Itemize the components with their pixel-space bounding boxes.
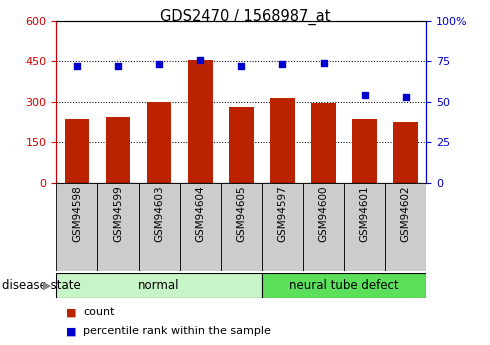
Point bbox=[73, 63, 81, 69]
Point bbox=[114, 63, 122, 69]
Bar bbox=[229, 107, 254, 183]
Bar bbox=[98, 183, 139, 271]
Bar bbox=[262, 183, 303, 271]
Bar bbox=[56, 183, 98, 271]
Bar bbox=[56, 273, 262, 298]
Text: GSM94604: GSM94604 bbox=[195, 186, 205, 242]
Bar bbox=[106, 117, 130, 183]
Text: GSM94597: GSM94597 bbox=[277, 186, 288, 242]
Text: GDS2470 / 1568987_at: GDS2470 / 1568987_at bbox=[160, 9, 330, 25]
Bar bbox=[188, 60, 213, 183]
Text: ■: ■ bbox=[66, 307, 76, 317]
Point bbox=[155, 62, 163, 67]
Point bbox=[402, 94, 410, 100]
Bar bbox=[352, 119, 377, 183]
Bar bbox=[344, 183, 385, 271]
Bar bbox=[65, 119, 89, 183]
Text: normal: normal bbox=[138, 279, 180, 292]
Point bbox=[278, 62, 286, 67]
Text: GSM94599: GSM94599 bbox=[113, 186, 123, 242]
Point bbox=[196, 57, 204, 62]
Text: ▶: ▶ bbox=[43, 280, 51, 290]
Point bbox=[319, 60, 327, 66]
Bar bbox=[221, 183, 262, 271]
Text: GSM94603: GSM94603 bbox=[154, 186, 164, 242]
Text: GSM94605: GSM94605 bbox=[236, 186, 246, 242]
Point bbox=[238, 63, 245, 69]
Text: GSM94600: GSM94600 bbox=[318, 186, 328, 242]
Bar bbox=[303, 183, 344, 271]
Text: GSM94598: GSM94598 bbox=[72, 186, 82, 242]
Bar bbox=[262, 273, 426, 298]
Text: GSM94601: GSM94601 bbox=[360, 186, 369, 242]
Text: GSM94602: GSM94602 bbox=[401, 186, 411, 242]
Bar bbox=[270, 98, 295, 183]
Text: neural tube defect: neural tube defect bbox=[289, 279, 399, 292]
Bar bbox=[147, 102, 172, 183]
Bar bbox=[139, 183, 180, 271]
Text: disease state: disease state bbox=[2, 279, 81, 292]
Text: percentile rank within the sample: percentile rank within the sample bbox=[83, 326, 271, 336]
Bar bbox=[385, 183, 426, 271]
Bar bbox=[180, 183, 221, 271]
Point bbox=[361, 92, 368, 98]
Text: ■: ■ bbox=[66, 326, 76, 336]
Bar bbox=[393, 122, 418, 183]
Bar bbox=[311, 103, 336, 183]
Text: count: count bbox=[83, 307, 115, 317]
